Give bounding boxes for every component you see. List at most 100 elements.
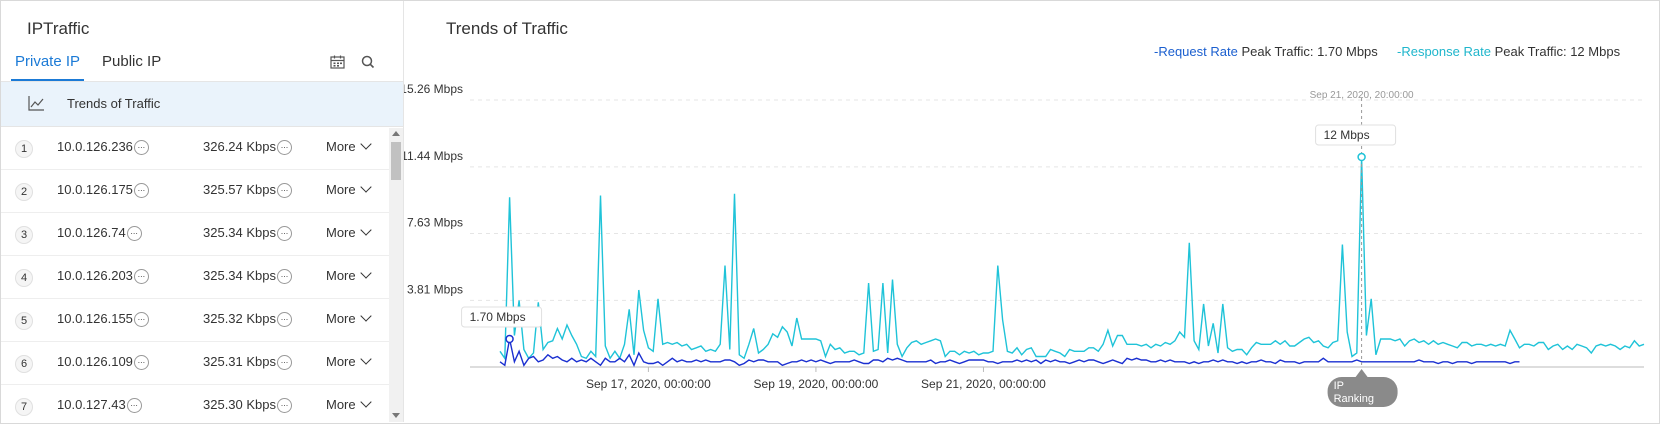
ip-ranking-pointer[interactable] (1355, 369, 1368, 377)
ellipsis-icon[interactable]: ... (133, 140, 149, 156)
rate-text: 325.32 Kbps (203, 311, 277, 326)
y-tick-label: 3.81 Mbps (407, 282, 463, 296)
request-rate-line (499, 338, 1520, 368)
more-label: More (326, 139, 356, 154)
ip-address: 10.0.127.43... (57, 397, 142, 414)
legend-response-name[interactable]: -Response Rate (1397, 44, 1491, 59)
scroll-down-arrow-icon[interactable] (392, 413, 400, 418)
ip-ranking-button[interactable] (1327, 377, 1398, 407)
more-dropdown[interactable]: More (326, 310, 372, 326)
y-tick-label: 7.63 Mbps (407, 216, 463, 230)
ip-text: 10.0.127.43 (57, 397, 126, 412)
list-item: 1 10.0.126.236... 326.24 Kbps... More (1, 127, 389, 170)
legend-response-rate[interactable]: -Response Rate Peak Traffic: 12 Mbps (1397, 44, 1620, 59)
traffic-rate: 326.24 Kbps... (203, 139, 293, 156)
ellipsis-icon[interactable]: ... (277, 355, 293, 371)
list-item: 4 10.0.126.203... 325.34 Kbps... More (1, 256, 389, 299)
tab-public-ip[interactable]: Public IP (102, 53, 162, 70)
ellipsis-icon[interactable]: ... (126, 226, 142, 242)
more-label: More (326, 354, 356, 369)
rank-badge: 6 (15, 355, 33, 373)
more-label: More (326, 225, 356, 240)
list-scrollbar[interactable] (389, 128, 403, 422)
ip-address: 10.0.126.236... (57, 139, 149, 156)
x-tick-label: Sep 19, 2020, 00:00:00 (754, 377, 879, 391)
chevron-down-icon (359, 267, 372, 279)
ip-address: 10.0.126.203... (57, 268, 149, 285)
value-tooltip-box (1315, 124, 1397, 146)
ellipsis-icon[interactable]: ... (126, 398, 142, 414)
legend-request-peak: Peak Traffic: 1.70 Mbps (1241, 44, 1378, 59)
chevron-down-icon (359, 181, 372, 193)
value-tooltip-label: 12 Mbps (1324, 128, 1370, 142)
legend-request-name[interactable]: -Request Rate (1154, 44, 1238, 59)
rank-badge: 4 (15, 269, 33, 287)
rate-text: 325.34 Kbps (203, 268, 277, 283)
y-tick-label: 15.26 Mbps (404, 82, 463, 96)
traffic-rate: 325.57 Kbps... (203, 182, 293, 199)
chevron-down-icon (359, 224, 372, 236)
traffic-rate: 325.32 Kbps... (203, 311, 293, 328)
ellipsis-icon[interactable]: ... (133, 183, 149, 199)
legend-request-rate[interactable]: -Request Rate Peak Traffic: 1.70 Mbps (1154, 44, 1378, 59)
chevron-down-icon (359, 138, 372, 150)
ellipsis-icon[interactable]: ... (277, 183, 293, 199)
list-item: 3 10.0.126.74... 325.34 Kbps... More (1, 213, 389, 256)
ip-ranking-label-line[interactable]: Ranking (1334, 393, 1374, 405)
ip-traffic-panel: IPTraffic Private IP Public IP (1, 1, 404, 422)
ip-address: 10.0.126.74... (57, 225, 142, 242)
ip-text: 10.0.126.175 (57, 182, 133, 197)
ip-address: 10.0.126.175... (57, 182, 149, 199)
ellipsis-icon[interactable]: ... (277, 312, 293, 328)
more-label: More (326, 268, 356, 283)
traffic-trend-chart[interactable]: 3.81 Mbps 7.63 Mbps 11.44 Mbps 15.26 Mbps Se… (404, 70, 1656, 420)
value-tooltip-label: 1.70 Mbps (470, 310, 526, 324)
search-icon[interactable] (359, 53, 377, 71)
calendar-icon[interactable] (329, 53, 347, 71)
ellipsis-icon[interactable]: ... (277, 226, 293, 242)
rank-badge: 7 (15, 398, 33, 416)
more-dropdown[interactable]: More (326, 224, 372, 240)
ellipsis-icon[interactable]: ... (277, 140, 293, 156)
panel-title: IPTraffic (27, 19, 90, 38)
more-dropdown[interactable]: More (326, 181, 372, 197)
chart-title: Trends of Traffic (446, 19, 568, 38)
ellipsis-icon[interactable]: ... (133, 269, 149, 285)
ellipsis-icon[interactable]: ... (277, 269, 293, 285)
ip-text: 10.0.126.203 (57, 268, 133, 283)
tab-private-ip[interactable]: Private IP (10, 53, 85, 81)
line-chart-icon (27, 94, 45, 112)
ellipsis-icon[interactable]: ... (133, 312, 149, 328)
ellipsis-icon[interactable]: ... (133, 355, 149, 371)
traffic-rate: 325.31 Kbps... (203, 354, 293, 371)
list-item: 6 10.0.126.109... 325.31 Kbps... More (1, 342, 389, 385)
ip-ranking-label-line[interactable]: IP (1334, 380, 1344, 392)
more-dropdown[interactable]: More (326, 138, 372, 154)
scroll-up-arrow-icon[interactable] (392, 131, 400, 136)
ellipsis-icon[interactable]: ... (277, 398, 293, 414)
chevron-down-icon (359, 310, 372, 322)
rank-badge: 3 (15, 226, 33, 244)
ip-text: 10.0.126.109 (57, 354, 133, 369)
list-item: 5 10.0.126.155... 325.32 Kbps... More (1, 299, 389, 342)
rate-text: 325.31 Kbps (203, 354, 277, 369)
more-dropdown[interactable]: More (326, 396, 372, 412)
y-tick-label: 11.44 Mbps (404, 149, 463, 163)
ip-address: 10.0.126.109... (57, 354, 149, 371)
value-tooltip-box (461, 306, 543, 328)
ip-text: 10.0.126.155 (57, 311, 133, 326)
x-tick-label: Sep 21, 2020, 00:00:00 (921, 377, 1046, 391)
trends-of-traffic-item[interactable]: Trends of Traffic (1, 82, 403, 127)
data-point-marker (505, 334, 514, 344)
trends-of-traffic-label: Trends of Traffic (67, 96, 161, 111)
scroll-thumb[interactable] (391, 142, 401, 180)
rank-badge: 1 (15, 140, 33, 158)
ip-text: 10.0.126.236 (57, 139, 133, 154)
ip-ranking-list: 1 10.0.126.236... 326.24 Kbps... More 2 … (1, 127, 389, 422)
rate-text: 325.30 Kbps (203, 397, 277, 412)
more-dropdown[interactable]: More (326, 267, 372, 283)
chevron-down-icon (359, 353, 372, 365)
more-dropdown[interactable]: More (326, 353, 372, 369)
ip-text: 10.0.126.74 (57, 225, 126, 240)
more-label: More (326, 182, 356, 197)
